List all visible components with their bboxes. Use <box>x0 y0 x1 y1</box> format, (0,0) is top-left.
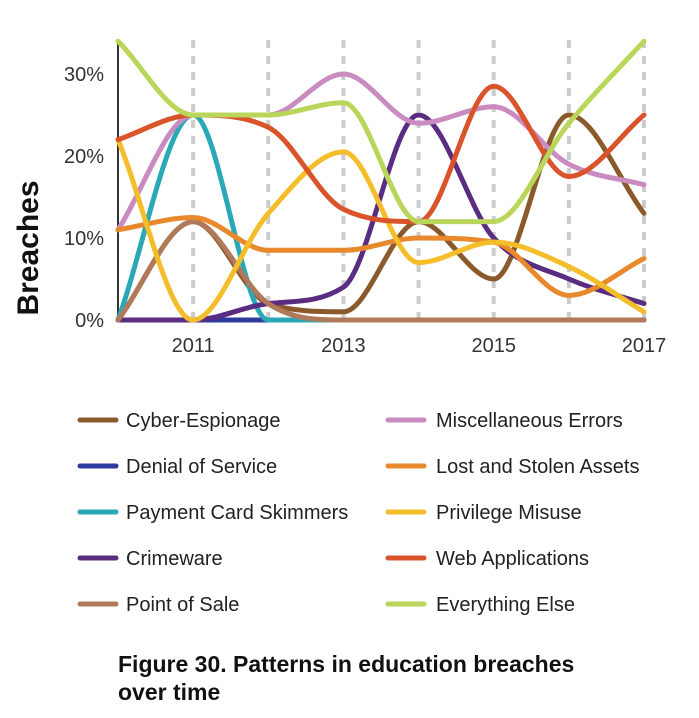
series-layer <box>115 38 647 323</box>
y-tick-label-10: 10% <box>64 228 104 250</box>
y-tick-label-30: 30% <box>64 64 104 86</box>
figure-caption: Figure 30. Patterns in education breache… <box>118 650 688 706</box>
legend-label-privilege-misuse: Privilege Misuse <box>436 502 582 524</box>
legend-label-everything-else: Everything Else <box>436 594 575 616</box>
legend-label-point-of-sale: Point of Sale <box>126 594 239 616</box>
y-tick-label-20: 20% <box>64 146 104 168</box>
legend-label-denial-of-service: Denial of Service <box>126 456 277 478</box>
grid-layer <box>191 40 646 320</box>
series-line-privilege-misuse <box>115 137 647 323</box>
y-axis-title: Breaches <box>12 180 45 315</box>
series-line-lost-and-stolen-assets <box>115 215 647 298</box>
legend-label-cyber-espionage: Cyber-Espionage <box>126 410 281 432</box>
legend-label-payment-card-skimmers: Payment Card Skimmers <box>126 502 348 524</box>
legend-item-privilege-misuse: Privilege Misuse <box>385 502 582 524</box>
x-tick-label-2015: 2015 <box>471 335 516 357</box>
chart-svg: 2011 2013 2015 2017 0% 10% 20% 30% Breaches Cybe… <box>12 38 666 616</box>
y-tick-label-0: 0% <box>75 310 104 332</box>
legend-item-payment-card-skimmers: Payment Card Skimmers <box>77 502 348 524</box>
legend: Cyber-Espionage Denial of Service Payment … <box>77 410 639 616</box>
x-tick-label-2017: 2017 <box>622 335 667 357</box>
x-tick-label-2013: 2013 <box>321 335 366 357</box>
legend-label-crimeware: Crimeware <box>126 548 223 570</box>
legend-item-web-applications: Web Applications <box>385 548 589 570</box>
legend-item-everything-else: Everything Else <box>385 594 575 616</box>
legend-label-lost-and-stolen-assets: Lost and Stolen Assets <box>436 456 639 478</box>
caption-line-2: over time <box>118 679 221 705</box>
legend-label-web-applications: Web Applications <box>436 548 589 570</box>
label-layer: 2011 2013 2015 2017 0% 10% 20% 30% Breaches <box>12 64 666 357</box>
legend-item-cyber-espionage: Cyber-Espionage <box>77 410 281 432</box>
series-line-point-of-sale <box>115 219 647 323</box>
series-line-everything-else <box>115 38 647 225</box>
legend-item-lost-and-stolen-assets: Lost and Stolen Assets <box>385 456 639 478</box>
x-tick-label-2011: 2011 <box>172 335 215 357</box>
caption-line-1: Figure 30. Patterns in education breache… <box>118 651 575 677</box>
series-line-crimeware <box>115 112 647 323</box>
legend-item-miscellaneous-errors: Miscellaneous Errors <box>385 410 623 432</box>
legend-item-point-of-sale: Point of Sale <box>77 594 239 616</box>
legend-item-crimeware: Crimeware <box>77 548 223 570</box>
legend-label-miscellaneous-errors: Miscellaneous Errors <box>436 410 623 432</box>
legend-item-denial-of-service: Denial of Service <box>77 456 277 478</box>
